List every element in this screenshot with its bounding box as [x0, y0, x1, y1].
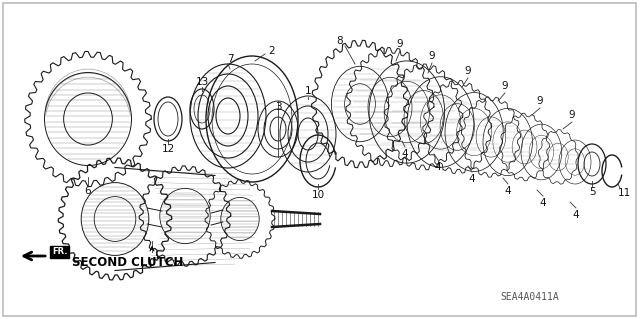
- Text: 9: 9: [569, 110, 575, 120]
- Text: 4: 4: [468, 174, 476, 184]
- Text: 9: 9: [537, 96, 543, 106]
- Text: 9: 9: [429, 51, 435, 61]
- Text: 8: 8: [337, 36, 343, 46]
- Text: 9: 9: [397, 39, 403, 49]
- Text: 3: 3: [275, 102, 282, 112]
- Text: FR.: FR.: [52, 248, 67, 256]
- Text: 12: 12: [161, 144, 175, 154]
- Text: 11: 11: [618, 188, 630, 198]
- Text: 5: 5: [589, 187, 595, 197]
- Text: 4: 4: [435, 162, 442, 172]
- Text: 13: 13: [195, 77, 209, 87]
- Text: 4: 4: [540, 198, 547, 208]
- Text: 4: 4: [505, 186, 511, 196]
- Text: 4: 4: [573, 210, 579, 220]
- Text: 9: 9: [502, 81, 508, 91]
- Text: 10: 10: [312, 190, 324, 200]
- Text: 7: 7: [227, 54, 234, 64]
- Text: 2: 2: [269, 46, 275, 56]
- Text: SECOND CLUTCH: SECOND CLUTCH: [72, 256, 184, 269]
- Text: 1: 1: [305, 86, 311, 96]
- Text: 9: 9: [465, 66, 471, 76]
- Text: 6: 6: [84, 186, 92, 196]
- Text: 4: 4: [402, 149, 408, 159]
- Text: SEA4A0411A: SEA4A0411A: [500, 292, 559, 302]
